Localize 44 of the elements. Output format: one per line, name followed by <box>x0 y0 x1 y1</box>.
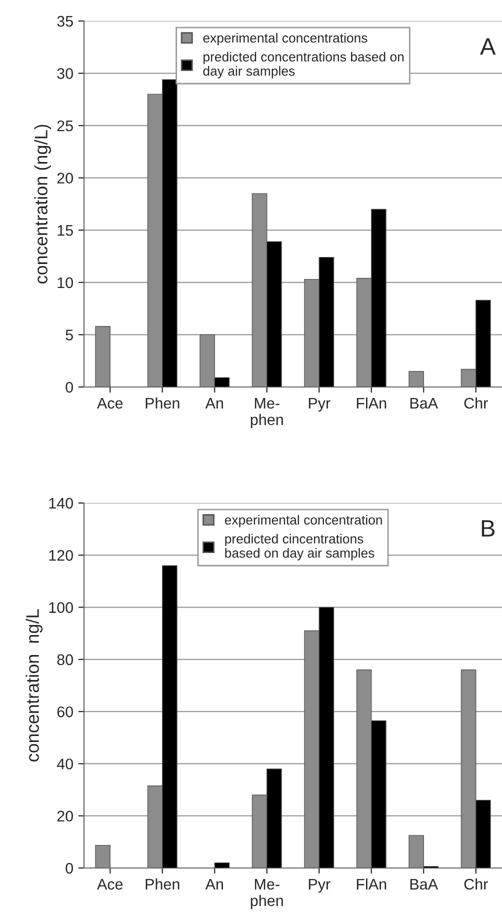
y-axis-title: concentration ng/L <box>26 609 43 762</box>
x-tick-label: FlAn <box>356 397 386 408</box>
y-tick-label: 25 <box>57 120 73 132</box>
x-tick-label: Ace <box>96 398 123 409</box>
x-tick-label: Pyr <box>308 878 330 893</box>
annotation: A <box>480 38 496 55</box>
legend-label: experimental concentration <box>224 514 382 528</box>
y-axis-title: concentration (ng/L) <box>34 124 52 284</box>
y-tick-label: 40 <box>56 758 73 770</box>
y-tick-label: 15 <box>58 225 73 236</box>
x-tick-label: An <box>205 878 223 890</box>
annotation: B <box>482 520 494 537</box>
y-tick-label: 80 <box>57 654 73 666</box>
y-tick-label: 60 <box>57 706 73 718</box>
y-tick-label: 5 <box>66 330 73 340</box>
x-tick-label: Me- phen <box>250 398 283 428</box>
y-tick-label: 140 <box>49 498 73 509</box>
bar <box>95 844 110 868</box>
legend-label: predicted concentrations based on day air samples <box>203 52 404 78</box>
legend-label: experimental concentrations <box>203 32 368 46</box>
bar <box>408 370 424 387</box>
y-tick-label: 120 <box>49 550 73 561</box>
bar <box>95 326 110 387</box>
y-tick-label: 20 <box>57 810 73 822</box>
x-tick-label: BaA <box>410 878 438 890</box>
x-tick-label: FlAn <box>356 878 386 890</box>
y-tick-label: 0 <box>66 382 73 393</box>
x-tick-label: Phen <box>146 397 180 409</box>
y-tick-label: 10 <box>58 277 73 288</box>
x-tick-label: BaA <box>410 398 438 409</box>
y-tick-label: 0 <box>66 862 73 874</box>
x-tick-label: Chr <box>464 397 488 409</box>
y-tick-label: 30 <box>57 68 73 79</box>
x-tick-label: Phen <box>146 878 180 890</box>
x-tick-label: Ace <box>96 878 123 890</box>
y-tick-label: 35 <box>57 16 73 27</box>
x-tick-label: Chr <box>464 878 488 890</box>
x-tick-label: Pyr <box>308 398 330 412</box>
legend-label: predicted cincentrations based on day air samples <box>225 534 374 560</box>
x-tick-label: An <box>205 398 223 408</box>
y-tick-label: 100 <box>49 602 73 613</box>
bar <box>214 862 230 868</box>
x-tick-label: Me- phen <box>250 878 283 910</box>
y-tick-label: 20 <box>57 172 73 184</box>
